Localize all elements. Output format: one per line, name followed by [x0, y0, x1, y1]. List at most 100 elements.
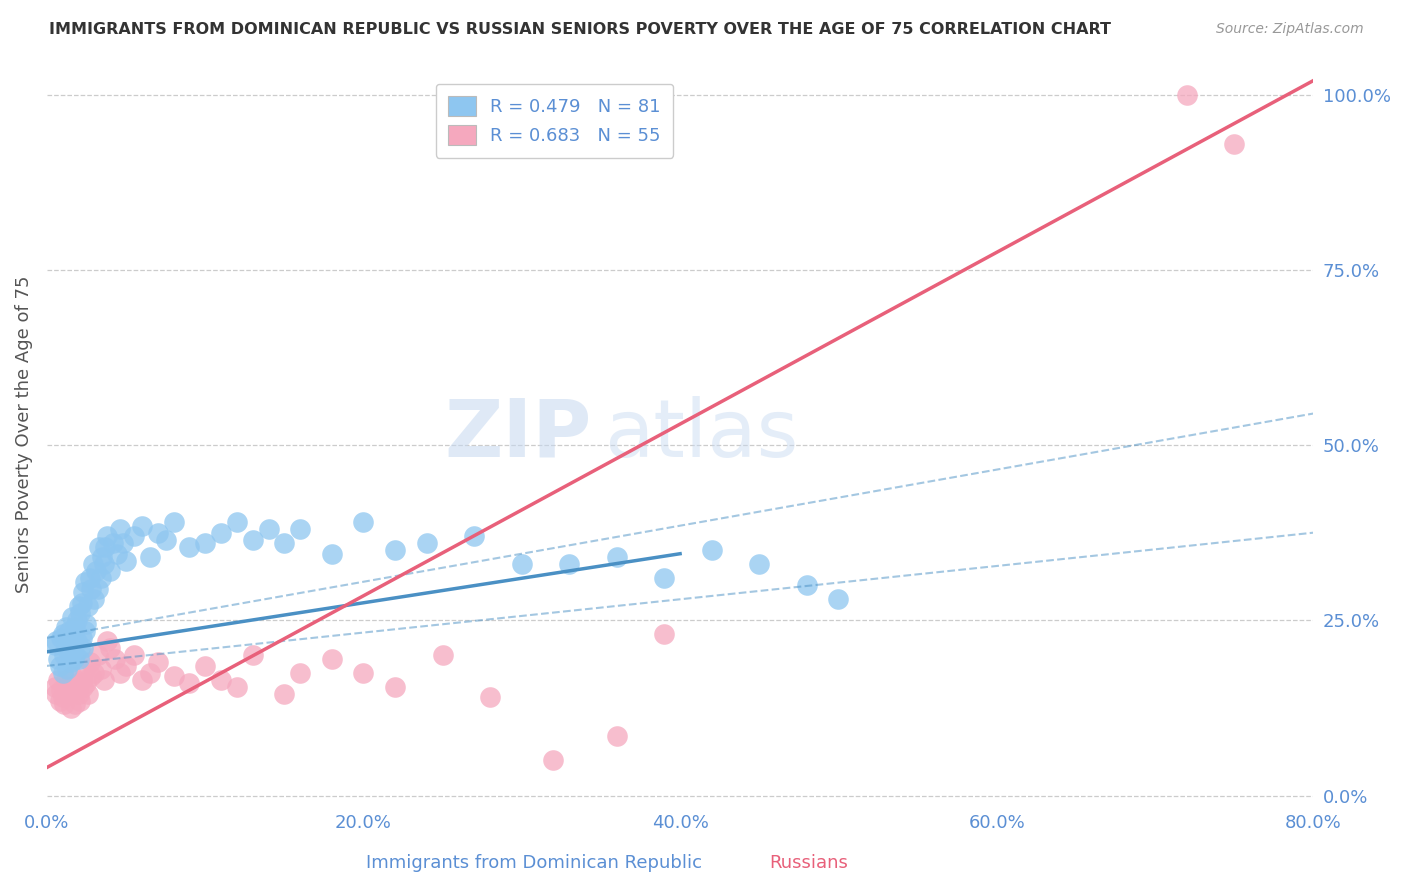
Point — [225, 680, 247, 694]
Point — [83, 665, 105, 680]
Point — [155, 533, 177, 547]
Point — [55, 641, 77, 656]
Point — [56, 638, 79, 652]
Point — [209, 673, 232, 687]
Point — [80, 669, 103, 683]
Point — [179, 676, 201, 690]
Point — [60, 638, 83, 652]
Point — [194, 658, 217, 673]
Point — [162, 669, 184, 683]
Point — [62, 627, 84, 641]
Point — [62, 652, 84, 666]
Legend: R = 0.479   N = 81, R = 0.683   N = 55: R = 0.479 N = 81, R = 0.683 N = 55 — [436, 84, 673, 158]
Point — [58, 624, 80, 638]
Point — [510, 558, 533, 572]
Text: atlas: atlas — [605, 395, 799, 474]
Point — [80, 582, 103, 596]
Point — [65, 620, 87, 634]
Point — [273, 687, 295, 701]
Point — [86, 648, 108, 663]
Point — [67, 652, 90, 666]
Point — [288, 522, 311, 536]
Point — [1223, 136, 1246, 151]
Point — [73, 574, 96, 589]
Point — [384, 543, 406, 558]
Point — [46, 673, 69, 687]
Point — [652, 627, 675, 641]
Point — [82, 558, 104, 572]
Point — [748, 558, 770, 572]
Point — [90, 662, 112, 676]
Point — [115, 658, 138, 673]
Point — [66, 634, 89, 648]
Point — [49, 683, 72, 698]
Point — [69, 641, 91, 656]
Point — [606, 550, 628, 565]
Point — [652, 571, 675, 585]
Point — [53, 698, 76, 712]
Point — [55, 673, 77, 687]
Point — [543, 754, 565, 768]
Point — [194, 536, 217, 550]
Point — [105, 547, 128, 561]
Point — [60, 609, 83, 624]
Point — [66, 676, 89, 690]
Point — [108, 665, 131, 680]
Point — [73, 624, 96, 638]
Point — [67, 687, 90, 701]
Point — [606, 729, 628, 743]
Point — [90, 571, 112, 585]
Point — [77, 687, 100, 701]
Point — [432, 648, 454, 663]
Point — [242, 648, 264, 663]
Point — [62, 683, 84, 698]
Point — [75, 616, 97, 631]
Point — [115, 554, 138, 568]
Point — [98, 641, 121, 656]
Point — [56, 662, 79, 676]
Point — [463, 529, 485, 543]
Point — [321, 547, 343, 561]
Point — [72, 585, 94, 599]
Point — [56, 687, 79, 701]
Point — [93, 558, 115, 572]
Point — [59, 645, 82, 659]
Point — [122, 648, 145, 663]
Point — [384, 680, 406, 694]
Point — [55, 620, 77, 634]
Point — [416, 536, 439, 550]
Point — [53, 648, 76, 663]
Point — [52, 690, 75, 705]
Point — [49, 631, 72, 645]
Point — [45, 634, 67, 648]
Point — [146, 656, 169, 670]
Text: Source: ZipAtlas.com: Source: ZipAtlas.com — [1216, 22, 1364, 37]
Point — [96, 529, 118, 543]
Point — [72, 641, 94, 656]
Point — [72, 680, 94, 694]
Point — [86, 582, 108, 596]
Point — [52, 665, 75, 680]
Point — [122, 529, 145, 543]
Point — [89, 540, 111, 554]
Point — [70, 596, 93, 610]
Point — [44, 680, 66, 694]
Point — [353, 665, 375, 680]
Point — [1175, 87, 1198, 102]
Point — [108, 522, 131, 536]
Point — [104, 652, 127, 666]
Point — [700, 543, 723, 558]
Point — [58, 680, 80, 694]
Text: Immigrants from Dominican Republic: Immigrants from Dominican Republic — [367, 855, 702, 872]
Point — [257, 522, 280, 536]
Point — [98, 564, 121, 578]
Point — [131, 673, 153, 687]
Point — [139, 665, 162, 680]
Point — [162, 515, 184, 529]
Point — [66, 613, 89, 627]
Point — [91, 550, 114, 565]
Point — [65, 698, 87, 712]
Point — [353, 515, 375, 529]
Point — [288, 665, 311, 680]
Point — [79, 656, 101, 670]
